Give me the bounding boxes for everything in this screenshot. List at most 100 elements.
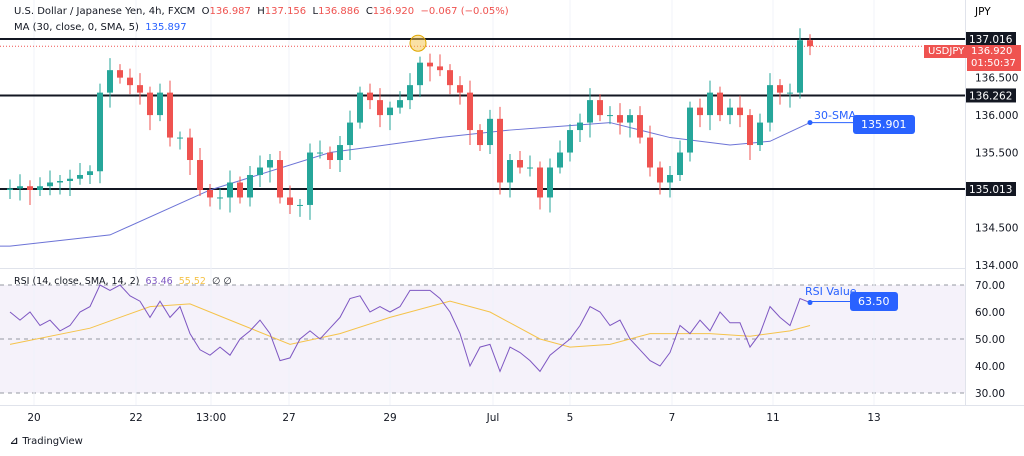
candle-body bbox=[497, 118, 503, 183]
candle-body bbox=[787, 92, 793, 94]
candle-body bbox=[367, 92, 373, 101]
rsi-marker bbox=[807, 300, 813, 306]
price-tick: 135.500 bbox=[975, 148, 1018, 160]
candle-body bbox=[437, 66, 443, 71]
candle-body bbox=[537, 167, 543, 198]
tradingview-logo[interactable]: ⊿ TradingView bbox=[10, 436, 83, 447]
rsi-label: RSI (14, close, SMA, 14, 2) bbox=[14, 276, 140, 287]
symbol-tag: USDJPY bbox=[924, 45, 969, 58]
last-price-tag: 136.920 01:50:37 bbox=[967, 45, 1021, 71]
symbol-title: U.S. Dollar / Japanese Yen, 4h, FXCM bbox=[14, 6, 196, 17]
candle-body bbox=[427, 62, 433, 67]
level-label: 137.016 bbox=[969, 34, 1013, 46]
date-tick: 7 bbox=[669, 412, 676, 424]
date-tick: 29 bbox=[383, 412, 396, 424]
rsi-ma-current: 55.52 bbox=[178, 276, 206, 287]
high-value: 137.156 bbox=[264, 6, 307, 17]
ma-value: 135.897 bbox=[145, 22, 187, 33]
candle-body bbox=[547, 167, 553, 198]
candle-body bbox=[217, 197, 223, 199]
candle-body bbox=[17, 186, 23, 189]
candle-body bbox=[397, 100, 403, 108]
candle-body bbox=[377, 100, 383, 116]
candle-body bbox=[587, 100, 593, 123]
candle-body bbox=[637, 115, 643, 138]
candle-body bbox=[597, 100, 603, 116]
change-value: −0.067 (−0.05%) bbox=[420, 6, 509, 17]
candle-body bbox=[267, 160, 273, 168]
candle-body bbox=[577, 122, 583, 131]
price-tick: 134.000 bbox=[975, 260, 1018, 272]
rsi-tick: 30.00 bbox=[975, 388, 1005, 400]
candle-body bbox=[657, 167, 663, 183]
rsi-tick: 40.00 bbox=[975, 361, 1005, 373]
countdown: 01:50:37 bbox=[971, 58, 1016, 69]
candle-body bbox=[797, 40, 803, 93]
candle-body bbox=[27, 186, 33, 190]
candle-body bbox=[777, 85, 783, 93]
candle-body bbox=[747, 115, 753, 146]
date-tick: 13:00 bbox=[196, 412, 226, 424]
candle-body bbox=[67, 178, 73, 181]
candle-body bbox=[807, 40, 813, 47]
last-price: 136.920 bbox=[971, 46, 1013, 57]
candle-body bbox=[507, 160, 513, 183]
date-tick: 27 bbox=[282, 412, 295, 424]
candle-body bbox=[337, 145, 343, 161]
candle-body bbox=[317, 152, 323, 154]
candle-body bbox=[37, 186, 43, 190]
candle-body bbox=[697, 107, 703, 116]
date-tick: 13 bbox=[867, 412, 880, 424]
candle-body bbox=[687, 107, 693, 153]
currency-label: JPY bbox=[975, 6, 991, 18]
candle-body bbox=[257, 167, 263, 175]
candle-body bbox=[307, 152, 313, 205]
candle-body bbox=[127, 77, 133, 86]
candle-body bbox=[627, 115, 633, 123]
candle-body bbox=[717, 92, 723, 116]
candle-body bbox=[467, 92, 473, 131]
candle-body bbox=[247, 174, 253, 198]
candle-body bbox=[737, 107, 743, 116]
rsi-lower: ∅ bbox=[223, 276, 232, 287]
candle-body bbox=[287, 197, 293, 205]
rsi-tick: 70.00 bbox=[975, 280, 1005, 292]
date-tick: Jul bbox=[486, 412, 500, 424]
candle-body bbox=[137, 85, 143, 93]
sma-annotation: 30-SMA bbox=[814, 109, 856, 122]
low-label: L bbox=[312, 6, 319, 17]
rsi-current: 63.46 bbox=[145, 276, 173, 287]
candle-body bbox=[567, 130, 573, 153]
time-axis-border bbox=[0, 405, 1024, 406]
high-label: H bbox=[257, 6, 265, 17]
candle-body bbox=[7, 188, 13, 190]
candle-body bbox=[147, 92, 153, 116]
level-label-bg bbox=[966, 182, 1016, 196]
rsi-upper: ∅ bbox=[212, 276, 221, 287]
sma-value-callout: 135.901 bbox=[853, 115, 915, 134]
chart-legend: U.S. Dollar / Japanese Yen, 4h, FXCM O13… bbox=[14, 4, 509, 36]
rsi-legend: RSI (14, close, SMA, 14, 2) 63.46 55.52 … bbox=[14, 276, 232, 287]
candle-body bbox=[667, 174, 673, 183]
candle-body bbox=[197, 160, 203, 190]
candle-body bbox=[237, 182, 243, 198]
candle-body bbox=[347, 122, 353, 146]
candle-body bbox=[117, 70, 123, 78]
candle-body bbox=[167, 92, 173, 138]
candle-body bbox=[107, 70, 113, 93]
candle-body bbox=[677, 152, 683, 175]
price-axis-border bbox=[965, 0, 966, 405]
brand-name: TradingView bbox=[22, 436, 83, 447]
level-label: 136.262 bbox=[969, 90, 1012, 102]
candle-body bbox=[417, 62, 423, 86]
candle-body bbox=[87, 171, 93, 175]
rsi-value-callout: 63.50 bbox=[850, 292, 898, 311]
candle-body bbox=[277, 160, 283, 198]
candle-body bbox=[97, 92, 103, 172]
candle-body bbox=[187, 137, 193, 161]
candle-body bbox=[487, 118, 493, 146]
candle-body bbox=[757, 122, 763, 146]
close-label: C bbox=[365, 6, 373, 17]
rsi-tick: 60.00 bbox=[975, 307, 1005, 319]
